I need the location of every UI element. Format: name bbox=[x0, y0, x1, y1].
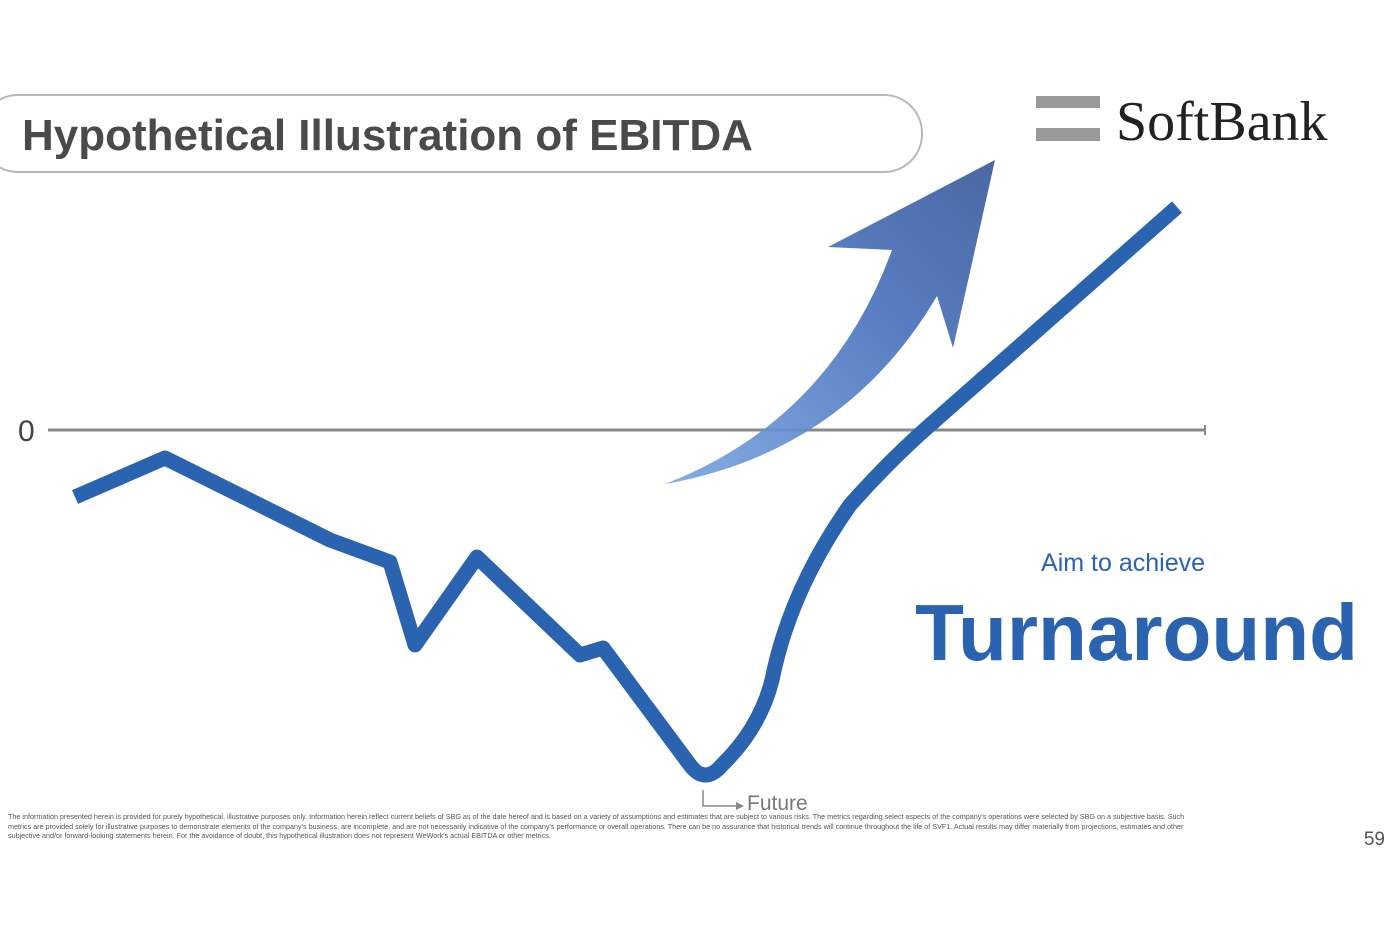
future-pointer bbox=[702, 790, 740, 807]
title-pill bbox=[0, 94, 923, 173]
zero-label: 0 bbox=[18, 415, 35, 448]
callout-headline: Turnaround bbox=[915, 588, 1358, 677]
page-number: 59 bbox=[1364, 829, 1385, 850]
logo-bar bbox=[1036, 128, 1100, 141]
future-pointer-head bbox=[736, 802, 744, 810]
callout-lead: Aim to achieve bbox=[1041, 549, 1205, 577]
slide-title: Hypothetical Illustration of EBITDA bbox=[22, 111, 753, 160]
logo-bar bbox=[1036, 96, 1100, 108]
growth-arrow bbox=[665, 160, 995, 484]
logo-text: SoftBank bbox=[1116, 91, 1328, 153]
future-label: Future bbox=[747, 792, 808, 815]
ebitda-line bbox=[72, 201, 1182, 783]
disclaimer: The information presented herein is prov… bbox=[8, 812, 1185, 840]
